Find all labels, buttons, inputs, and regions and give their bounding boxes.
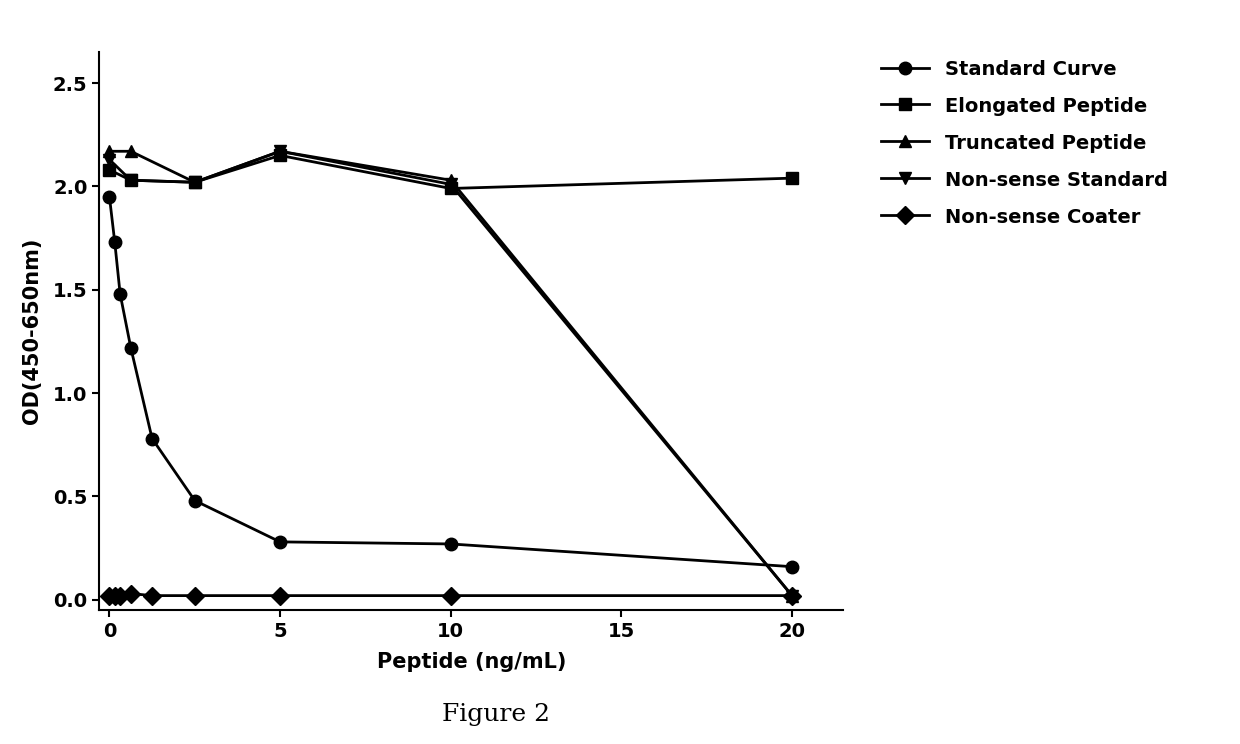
Elongated Peptide: [443, 184, 458, 193]
Elongated Peptide: [102, 165, 117, 174]
Elongated Peptide: [273, 151, 288, 160]
Non-sense Coater: [102, 591, 117, 600]
Line: Truncated Peptide: Truncated Peptide: [103, 145, 799, 602]
Non-sense Standard: [123, 176, 138, 185]
Text: Figure 2: Figure 2: [441, 703, 551, 725]
Truncated Peptide: [102, 147, 117, 155]
Non-sense Coater: [443, 591, 458, 600]
Non-sense Coater: [145, 591, 160, 600]
Standard Curve: [123, 343, 138, 352]
Non-sense Coater: [273, 591, 288, 600]
Standard Curve: [108, 238, 123, 247]
Non-sense Standard: [785, 591, 800, 600]
Truncated Peptide: [123, 147, 138, 155]
Elongated Peptide: [785, 173, 800, 182]
Line: Standard Curve: Standard Curve: [103, 190, 799, 573]
Truncated Peptide: [443, 176, 458, 185]
X-axis label: Peptide (ng/mL): Peptide (ng/mL): [377, 652, 565, 672]
Line: Non-sense Coater: Non-sense Coater: [103, 587, 799, 602]
Legend: Standard Curve, Elongated Peptide, Truncated Peptide, Non-sense Standard, Non-se: Standard Curve, Elongated Peptide, Trunc…: [873, 52, 1176, 234]
Y-axis label: OD(450-650nm): OD(450-650nm): [21, 238, 42, 424]
Standard Curve: [113, 289, 128, 298]
Line: Non-sense Standard: Non-sense Standard: [103, 145, 799, 602]
Standard Curve: [187, 496, 202, 505]
Non-sense Standard: [273, 147, 288, 155]
Standard Curve: [102, 192, 117, 201]
Non-sense Coater: [785, 591, 800, 600]
Standard Curve: [273, 537, 288, 546]
Non-sense Standard: [102, 155, 117, 164]
Standard Curve: [145, 434, 160, 443]
Non-sense Coater: [108, 591, 123, 600]
Truncated Peptide: [187, 178, 202, 187]
Elongated Peptide: [123, 176, 138, 185]
Non-sense Standard: [187, 178, 202, 187]
Non-sense Coater: [187, 591, 202, 600]
Standard Curve: [785, 562, 800, 571]
Line: Elongated Peptide: Elongated Peptide: [103, 149, 799, 195]
Non-sense Coater: [123, 589, 138, 598]
Truncated Peptide: [273, 147, 288, 155]
Standard Curve: [443, 539, 458, 548]
Non-sense Coater: [113, 591, 128, 600]
Elongated Peptide: [187, 178, 202, 187]
Truncated Peptide: [785, 591, 800, 600]
Non-sense Standard: [443, 180, 458, 189]
